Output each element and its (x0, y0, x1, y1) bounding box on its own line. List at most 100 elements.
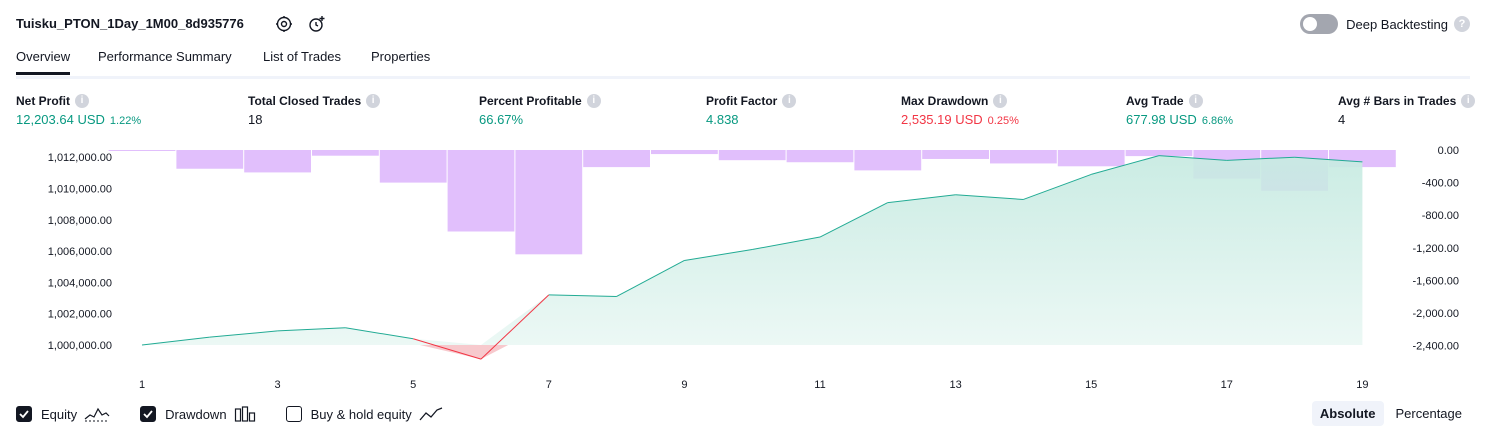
add-alert-icon[interactable] (307, 14, 327, 34)
tab-performance-summary[interactable]: Performance Summary (98, 49, 232, 64)
metric-label: Net Profit (16, 94, 70, 108)
info-icon[interactable]: i (1461, 94, 1476, 108)
mode-percentage[interactable]: Percentage (1395, 406, 1463, 421)
strategy-title: Tuisku_PTON_1Day_1M00_8d935776 (16, 16, 244, 31)
legend-buy-hold-equity[interactable]: Buy & hold equity (285, 405, 443, 423)
drawdown-bar (515, 150, 583, 255)
equity-drawdown-chart[interactable]: 1,012,000.00 1,010,000.00 1,008,000.00 1,00… (0, 140, 1486, 400)
info-icon[interactable]: i (1188, 94, 1203, 108)
y-right-tick-label: -2,000.00 (1413, 308, 1459, 320)
equity-line-segment (955, 194, 1024, 200)
legend-equity[interactable]: Equity (16, 405, 110, 423)
y-left-tick-label: 1,006,000.00 (48, 246, 112, 258)
deep-backtesting-toggle[interactable] (1300, 14, 1339, 34)
left-axis-ticks: 1,012,000.00 1,010,000.00 1,008,000.00 1,00… (48, 152, 112, 352)
info-icon[interactable]: i (75, 94, 89, 108)
metric-value: 677.98 USD (1126, 112, 1197, 127)
metric-avg-trade: Avg Trade i 677.98 USD 6.86% (1126, 92, 1233, 127)
metric-label: Total Closed Trades (248, 94, 362, 108)
x-tick-label: 15 (1085, 379, 1097, 391)
x-tick-label: 3 (275, 379, 281, 391)
equity-line-segment (752, 236, 821, 251)
metric-avg-bars-in-trades: Avg # Bars in Trades i 4 (1338, 92, 1476, 127)
equity-line-segment (141, 336, 210, 346)
drawdown-bar (379, 150, 447, 183)
equity-line-segment (819, 202, 889, 238)
drawdown-bars-icon (234, 406, 255, 422)
x-tick-label: 13 (949, 379, 961, 391)
equity-wave-icon (84, 407, 110, 422)
drawdown-bar (854, 150, 922, 171)
equity-line-segment (1226, 156, 1295, 161)
metric-percent: 1.22% (109, 115, 142, 127)
mode-absolute[interactable]: Absolute (1311, 401, 1384, 426)
y-right-tick-label: 0.00 (1438, 145, 1459, 157)
metric-value: 12,203.64 USD (16, 112, 105, 127)
chart-legend: Equity Drawdown Buy & hold equity (16, 403, 473, 425)
equity-line-segment (413, 338, 482, 360)
equity-line-segment (345, 327, 414, 340)
equity-checkbox[interactable] (16, 406, 32, 422)
equity-line-segment (887, 194, 956, 204)
drawdown-bar (583, 150, 650, 168)
tab-list-of-trades[interactable]: List of Trades (263, 49, 342, 64)
tab-properties[interactable]: Properties (371, 49, 431, 64)
y-left-tick-label: 1,000,000.00 (48, 340, 112, 352)
drawdown-bar (176, 150, 244, 169)
settings-icon[interactable] (274, 14, 294, 34)
drawdown-bar (1057, 150, 1125, 167)
metric-label: Avg Trade (1126, 94, 1184, 108)
x-axis-ticks: 1 3 5 7 9 11 13 15 17 19 (139, 379, 1369, 391)
info-icon[interactable]: i (993, 94, 1008, 108)
tab-overview[interactable]: Overview (16, 49, 71, 75)
metric-total-closed-trades: Total Closed Trades i 18 (248, 92, 381, 127)
y-right-tick-label: -1,200.00 (1413, 243, 1459, 255)
x-tick-label: 7 (546, 379, 552, 391)
legend-drawdown[interactable]: Drawdown (140, 405, 255, 423)
drawdown-bar (786, 150, 854, 163)
deep-backtesting: Deep Backtesting ? (1300, 14, 1470, 34)
x-tick-label: 5 (410, 379, 416, 391)
drawdown-bar (108, 150, 176, 151)
y-right-tick-label: -1,600.00 (1413, 275, 1459, 287)
equity-line-segment (1023, 173, 1092, 200)
equity-area (141, 155, 1363, 360)
x-tick-label: 9 (681, 379, 687, 391)
help-icon[interactable]: ? (1454, 16, 1470, 32)
equity-line-segment (277, 327, 346, 332)
metric-label: Percent Profitable (479, 94, 582, 108)
strategy-header: Tuisku_PTON_1Day_1M00_8d935776 Deep Back… (16, 10, 1470, 38)
equity-line-segment (684, 249, 753, 261)
drawdown-bar (651, 150, 718, 155)
drawdown-bar (718, 150, 786, 161)
y-left-tick-label: 1,012,000.00 (48, 152, 112, 164)
report-tabs: Overview Performance Summary List of Tra… (16, 46, 1470, 79)
metric-value: 4 (1338, 112, 1346, 127)
buy-hold-checkbox[interactable] (285, 406, 302, 422)
deep-backtesting-label: Deep Backtesting (1346, 16, 1448, 32)
equity-line-segment (548, 294, 617, 297)
info-icon[interactable]: i (366, 94, 381, 108)
legend-label: Buy & hold equity (310, 406, 412, 422)
drawdown-checkbox[interactable] (140, 406, 157, 422)
legend-label: Equity (41, 406, 78, 422)
drawdown-bar (1125, 150, 1193, 157)
x-tick-label: 11 (814, 379, 825, 391)
y-left-tick-label: 1,004,000.00 (48, 277, 112, 289)
metric-value: 2,535.19 USD (901, 112, 983, 127)
info-icon[interactable]: i (782, 94, 797, 108)
chart-svg[interactable]: 1,012,000.00 1,010,000.00 1,008,000.00 1,00… (0, 140, 1486, 400)
x-tick-label: 17 (1221, 379, 1233, 391)
metric-percent: 0.25% (987, 115, 1019, 127)
drawdown-bar (922, 150, 989, 159)
x-tick-label: 19 (1356, 379, 1368, 391)
metric-value: 18 (248, 112, 263, 127)
legend-label: Drawdown (165, 406, 227, 422)
metric-value: 4.838 (706, 112, 739, 127)
equity-line-segment (1158, 155, 1227, 161)
metric-label: Avg # Bars in Trades (1338, 94, 1457, 108)
y-right-tick-label: -800.00 (1422, 210, 1459, 222)
y-right-tick-label: -2,400.00 (1413, 341, 1459, 353)
info-icon[interactable]: i (586, 94, 601, 108)
metric-percent: 6.86% (1201, 115, 1234, 127)
